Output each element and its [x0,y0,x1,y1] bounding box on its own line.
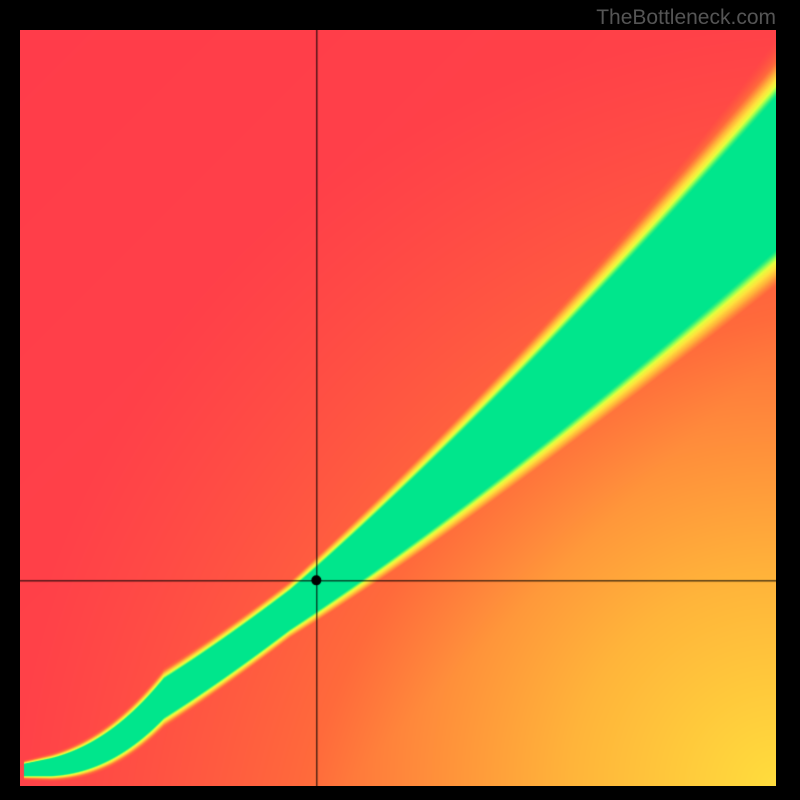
heatmap-plot [20,30,776,786]
heatmap-canvas [20,30,776,786]
watermark: TheBottleneck.com [596,6,776,30]
